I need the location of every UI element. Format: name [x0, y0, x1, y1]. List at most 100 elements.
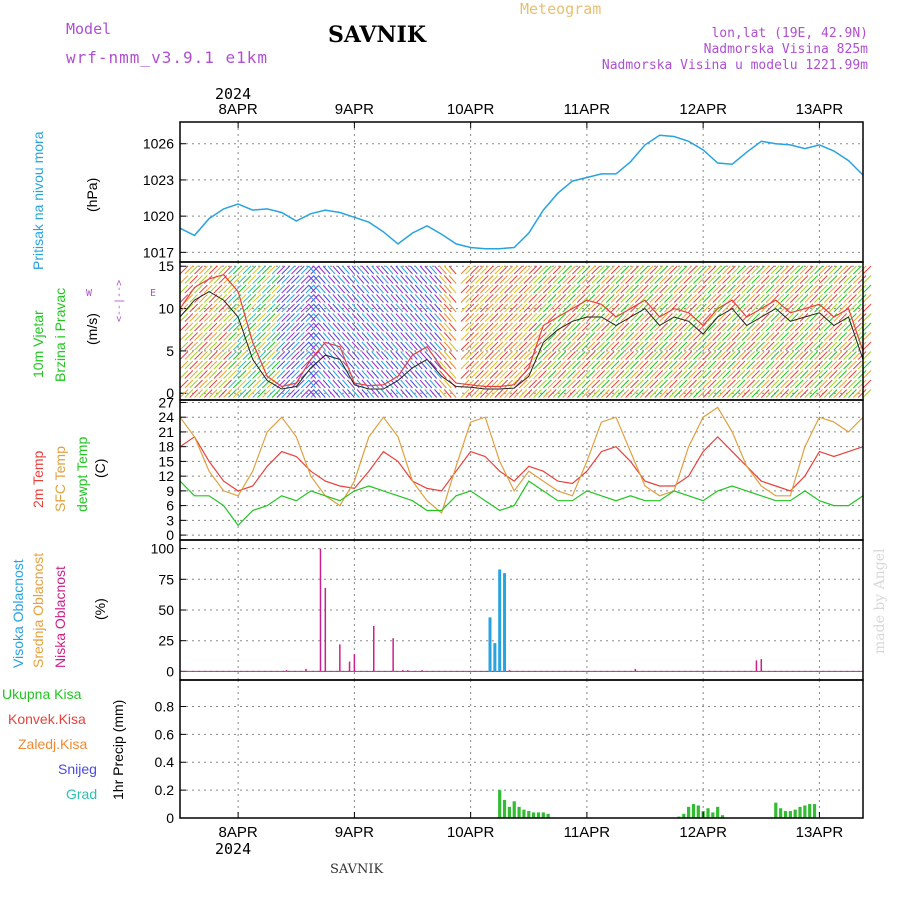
- wind-barb: [414, 303, 423, 313]
- wind-barb: [838, 341, 848, 351]
- wind-barb: [499, 265, 509, 275]
- wind-barb: [547, 275, 557, 284]
- wind-barb: [439, 370, 447, 379]
- wind-barb: [596, 275, 605, 284]
- wind-barb: [765, 341, 775, 351]
- wind-barb: [305, 265, 315, 275]
- wind-barb: [371, 360, 379, 370]
- precip-bar: [696, 805, 700, 818]
- wind-barb: [610, 351, 620, 360]
- wind-barb: [765, 322, 775, 332]
- wind-barb: [673, 370, 683, 379]
- wind-barb: [760, 379, 770, 389]
- wind-barb: [765, 351, 775, 360]
- wind-barb: [291, 360, 300, 370]
- wind-barb: [833, 322, 843, 332]
- wind-barb: [673, 265, 683, 275]
- wind-barb: [780, 322, 790, 332]
- wind-barb: [189, 360, 199, 370]
- wind-barb: [189, 332, 199, 341]
- wind-barb: [528, 313, 538, 322]
- wind-barb: [712, 341, 722, 351]
- wind-barb: [741, 294, 751, 303]
- wind-barb: [625, 294, 634, 303]
- wind-barb: [322, 313, 331, 322]
- wind-barb: [649, 370, 659, 379]
- wind-barb: [751, 332, 760, 341]
- wind-barb: [615, 379, 625, 389]
- wind-barb: [552, 303, 562, 313]
- wind-barb: [547, 265, 557, 275]
- wind-barb: [213, 351, 223, 360]
- wind-barb: [223, 303, 232, 313]
- wind-barb: [247, 379, 257, 389]
- wind-barb: [741, 284, 751, 294]
- wind-barb: [634, 389, 644, 398]
- wind-barb: [484, 370, 494, 379]
- wind-barb: [232, 370, 242, 379]
- wind-barb: [479, 265, 489, 275]
- wind-barb: [673, 275, 683, 284]
- wind-barb: [673, 313, 683, 322]
- y-tick-label: 6: [166, 498, 174, 514]
- wind-barb: [429, 265, 438, 275]
- wind-barb: [414, 341, 423, 351]
- wind-barb: [475, 265, 484, 275]
- wind-barb: [308, 389, 317, 398]
- wind-barb: [208, 351, 218, 360]
- wind-barb: [317, 370, 326, 379]
- wind-barb: [586, 379, 596, 389]
- wind-barb: [295, 379, 305, 389]
- wind-barb: [596, 322, 605, 332]
- wind-barb: [668, 341, 678, 351]
- wind-barb: [371, 284, 379, 294]
- wind-barb: [804, 265, 814, 275]
- wind-barb: [547, 389, 557, 398]
- wind-barb: [518, 322, 528, 332]
- wind-barb: [489, 294, 499, 303]
- wind-barb: [722, 265, 731, 275]
- wind-barb: [184, 275, 194, 284]
- wind-barb: [347, 351, 355, 360]
- wind-barb: [409, 322, 418, 332]
- footer-station: SAVNIK: [330, 862, 384, 877]
- wind-barb: [601, 360, 610, 370]
- wind-barb: [218, 265, 228, 275]
- wind-barb: [310, 341, 320, 351]
- wind-barb: [557, 389, 567, 398]
- wind-barb: [664, 284, 673, 294]
- wind-barb: [322, 284, 331, 294]
- precip-bar: [687, 806, 691, 818]
- wind-barb: [295, 275, 305, 284]
- wind-barb: [727, 322, 736, 332]
- wind-barb: [424, 379, 433, 389]
- model-name: wrf-nmm_v3.9.1 e1km: [66, 48, 269, 67]
- wind-barb: [785, 265, 794, 275]
- wind-barb: [460, 284, 470, 294]
- wind-barb: [799, 303, 809, 313]
- wind-barb: [361, 303, 370, 313]
- wind-barb: [547, 322, 557, 332]
- wind-barb: [746, 313, 756, 322]
- wind-barb: [380, 275, 389, 284]
- wind-barb: [448, 303, 457, 313]
- wind-barb: [194, 370, 203, 379]
- wind-barb: [630, 275, 639, 284]
- wind-barb: [649, 265, 659, 275]
- wind-barb: [247, 284, 257, 294]
- precip-bar: [793, 809, 797, 818]
- wind-barb: [615, 313, 625, 322]
- wind-barb: [838, 265, 848, 275]
- wind-barb: [409, 341, 418, 351]
- wind-barb: [576, 332, 586, 341]
- wind-barb: [809, 265, 819, 275]
- wind-barb: [179, 294, 189, 303]
- wind-barb: [751, 379, 760, 389]
- wind-barb: [443, 341, 452, 351]
- wind-barb: [586, 351, 596, 360]
- wind-barb: [448, 341, 457, 351]
- wind-barb: [857, 360, 867, 370]
- wind-barb: [356, 360, 365, 370]
- wind-barb: [218, 341, 228, 351]
- wind-barb: [741, 379, 751, 389]
